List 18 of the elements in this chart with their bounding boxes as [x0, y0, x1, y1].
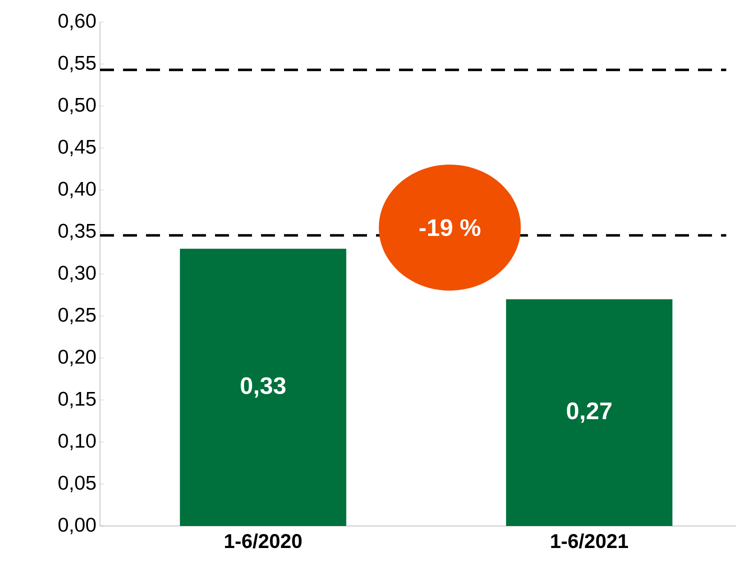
x-tick-label: 1-6/2020: [225, 534, 302, 548]
y-tick-label: 0,25: [58, 308, 96, 324]
y-tick-label: 0,05: [58, 476, 96, 492]
y-tick-label: 0,20: [58, 350, 96, 366]
y-tick-label: 0,50: [58, 98, 96, 114]
data-label: 0,33: [240, 377, 286, 398]
y-tick-label: 0,45: [58, 140, 96, 156]
x-tick-label: 1-6/2021: [551, 534, 628, 548]
y-tick-label: 0,30: [58, 266, 96, 282]
y-tick-label: 0,00: [58, 518, 96, 534]
y-tick-label: 0,15: [58, 392, 96, 408]
y-tick-label: 0,35: [58, 224, 96, 240]
y-tick-label: 0,40: [58, 182, 96, 198]
y-tick-label: 0,10: [58, 434, 96, 450]
data-label: 0,27: [566, 402, 612, 423]
annotation: -19 %: [420, 219, 480, 236]
y-tick-label: 0,55: [58, 56, 96, 72]
y-tick-label: 0,60: [58, 14, 96, 30]
